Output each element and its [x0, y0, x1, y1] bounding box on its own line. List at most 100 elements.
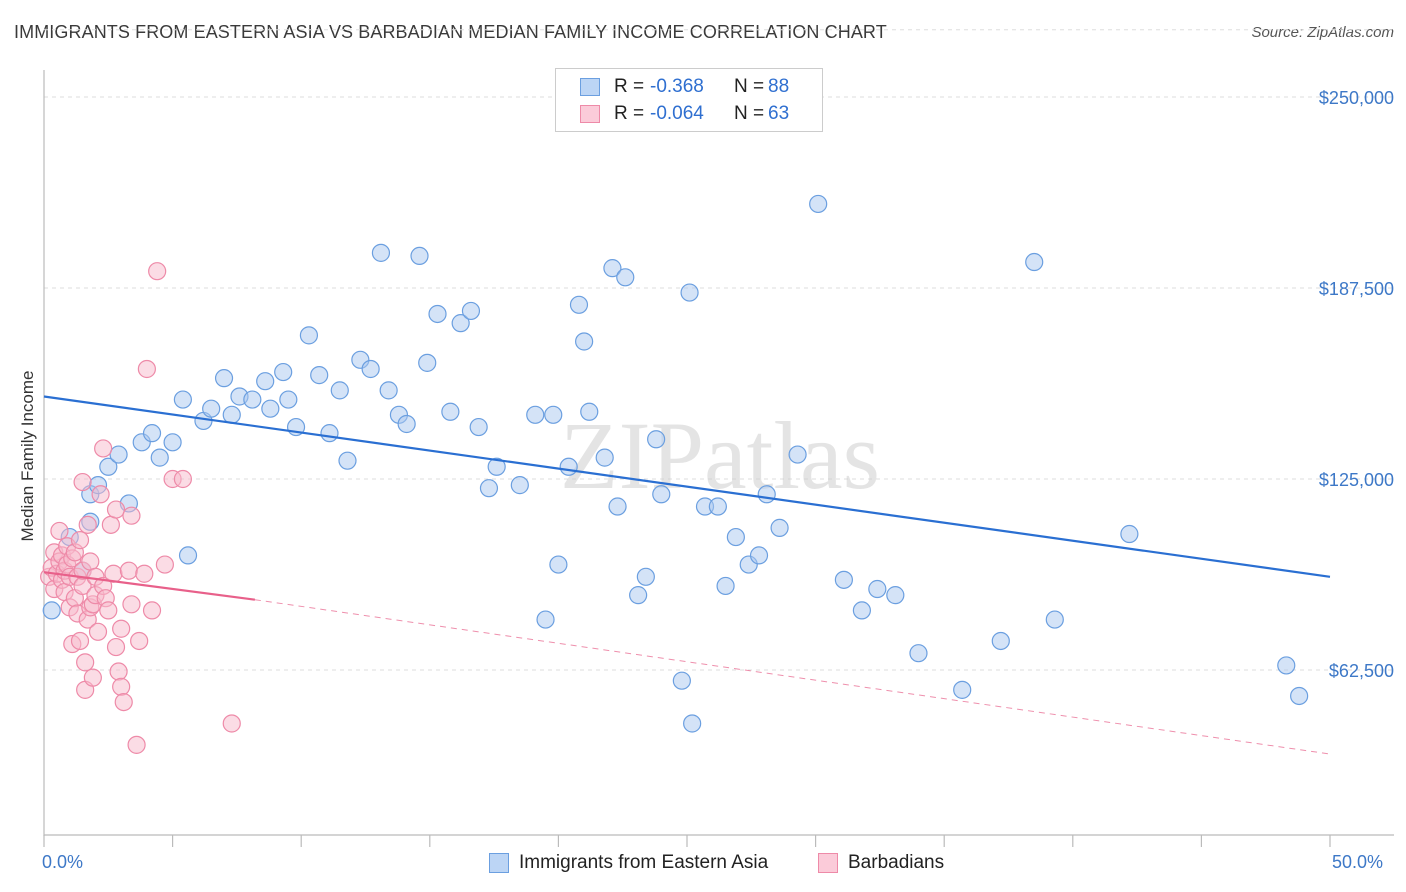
data-point [526, 405, 545, 424]
source-label: Source: ZipAtlas.com [1251, 24, 1394, 41]
data-point [109, 662, 128, 681]
data-point [310, 365, 329, 385]
bottom-legend: Immigrants from Eastern Asia Barbadians [0, 852, 1406, 878]
data-point [757, 485, 776, 504]
data-point [214, 369, 234, 388]
data-point [148, 262, 167, 281]
data-point [130, 631, 149, 651]
data-point [629, 586, 648, 605]
trend-line-barbadians [43, 571, 256, 601]
data-point [155, 555, 174, 574]
data-point [101, 515, 120, 534]
data-point [852, 601, 871, 620]
data-point [135, 564, 154, 583]
trend-line-barbadians-extrapolated [254, 599, 1331, 755]
data-point [636, 567, 655, 586]
data-point [441, 402, 460, 421]
legend-swatch-blue [580, 78, 600, 96]
data-point [595, 448, 614, 467]
data-point [163, 433, 182, 452]
data-point [1277, 656, 1296, 675]
data-point [616, 268, 635, 287]
data-point [256, 372, 275, 391]
data-point [461, 301, 481, 321]
bottom-legend-barbadians: Barbadians [818, 852, 944, 874]
series-barbadians-points [40, 262, 241, 754]
data-point [178, 546, 198, 565]
data-point [544, 405, 563, 424]
data-point [243, 390, 262, 409]
data-point [580, 402, 599, 421]
legend-n-value: 63 [768, 103, 790, 124]
data-point [91, 485, 110, 504]
data-point [106, 637, 126, 657]
data-point [451, 314, 470, 333]
data-point [70, 631, 90, 651]
legend-r-value: -0.368 [650, 76, 704, 97]
data-point [559, 457, 578, 476]
data-point [222, 714, 241, 733]
legend-swatch-pink [580, 105, 600, 123]
data-point [510, 476, 529, 495]
data-point [569, 295, 589, 314]
data-point [770, 518, 789, 537]
data-point [99, 457, 118, 476]
data-point [122, 595, 141, 614]
data-point [397, 414, 416, 434]
data-point [683, 714, 702, 733]
legend-n-label: N = [734, 76, 765, 97]
data-point [991, 631, 1010, 651]
data-point [78, 515, 97, 534]
legend-n-value: 88 [768, 76, 790, 97]
data-point [716, 576, 735, 596]
data-point [114, 692, 133, 712]
data-point [672, 671, 691, 690]
data-point [76, 653, 95, 672]
data-point [1025, 252, 1044, 272]
data-point [274, 362, 293, 382]
series-immigrants-points [42, 194, 1309, 733]
data-point [834, 570, 853, 589]
data-point [909, 644, 928, 663]
data-point [549, 555, 568, 574]
data-point [99, 601, 118, 620]
bottom-legend-swatch-pink [818, 853, 838, 873]
data-point [1120, 524, 1139, 544]
legend-r-value: -0.064 [650, 103, 704, 124]
data-point [371, 243, 391, 262]
data-point [410, 246, 429, 266]
data-point [536, 610, 555, 629]
x-tick-min: 0.0% [42, 852, 84, 872]
data-point [81, 552, 100, 571]
data-point [608, 497, 627, 516]
legend-r-label: R = [614, 103, 645, 124]
data-point [809, 194, 828, 214]
data-point [50, 521, 69, 541]
data-point [73, 472, 92, 492]
data-point [418, 353, 437, 372]
chart-title: IMMIGRANTS FROM EASTERN ASIA VS BARBADIA… [14, 22, 887, 42]
data-point [142, 424, 162, 443]
legend: R = -0.368 N = 88 R = -0.064 N = 63 [555, 68, 823, 132]
y-tick-label: $250,000 [1319, 88, 1394, 108]
data-point [868, 579, 887, 599]
bottom-legend-label: Barbadians [848, 852, 945, 873]
y-tick-label: $187,500 [1319, 279, 1394, 299]
axes [43, 70, 1394, 847]
trend-line-immigrants [43, 395, 1331, 578]
legend-r-label: R = [614, 76, 645, 97]
data-point [647, 430, 666, 449]
data-point [106, 500, 126, 519]
data-point [137, 359, 156, 379]
data-point [83, 668, 102, 687]
data-point [479, 479, 499, 498]
data-point [299, 326, 319, 345]
data-point [222, 405, 241, 424]
data-point [603, 259, 622, 278]
data-point [886, 586, 905, 605]
legend-row-barbadians: R = -0.064 N = 63 [580, 102, 789, 126]
data-point [261, 399, 280, 418]
y-tick-labels: $62,500 $125,000 $187,500 $250,000 [1319, 88, 1394, 681]
data-point [320, 424, 339, 443]
